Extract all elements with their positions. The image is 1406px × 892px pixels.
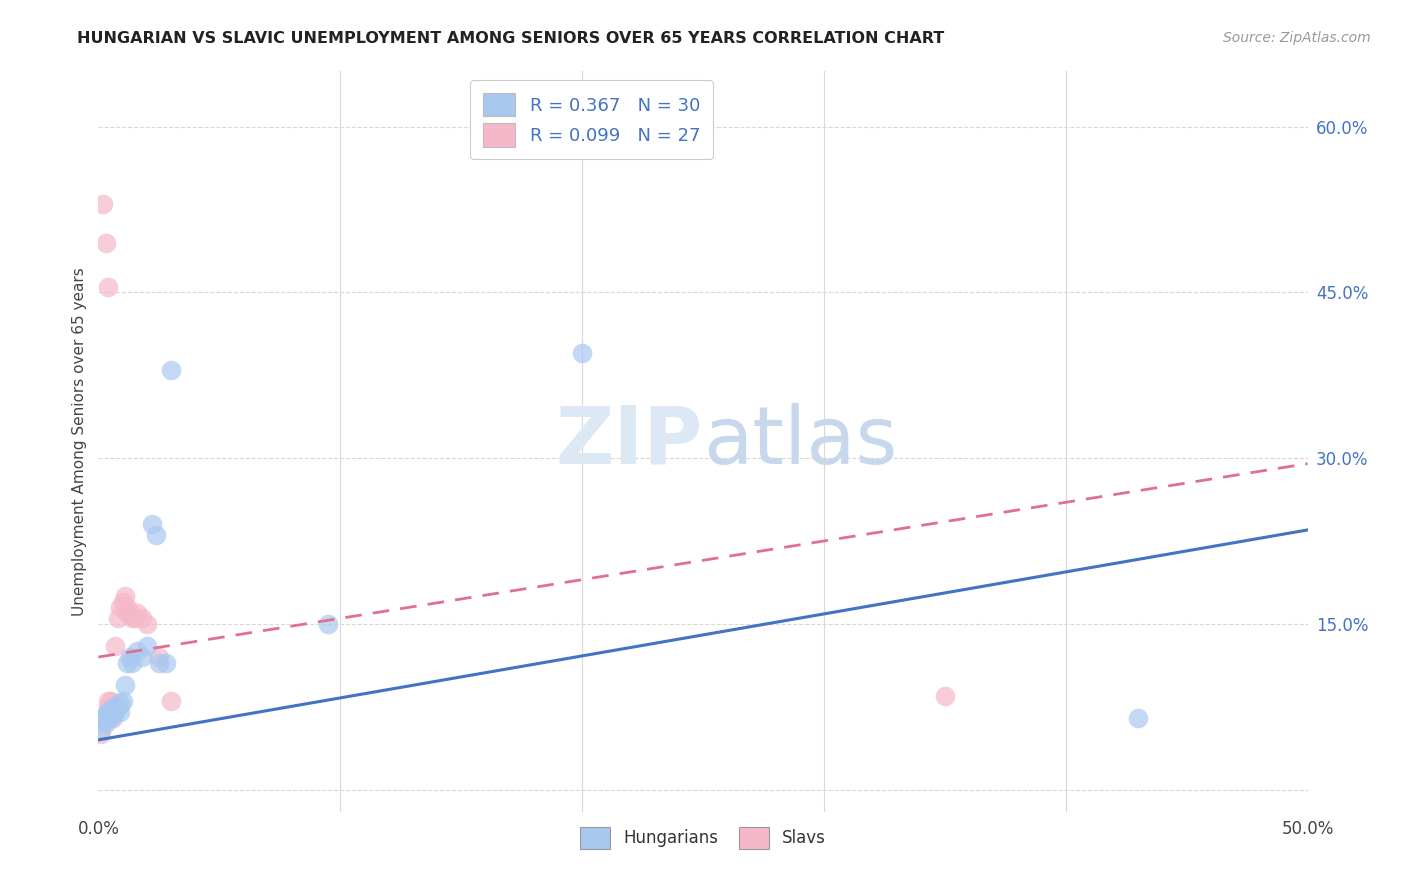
Point [135,639,157,653]
Point [107,699,129,714]
Y-axis label: Unemployment Among Seniors over 65 years: Unemployment Among Seniors over 65 years [72,268,87,615]
Point [100,703,122,717]
Point [104,639,127,653]
Point [101,699,124,714]
Point [114,589,136,603]
Point [108,697,131,711]
Point [100,706,122,720]
Point [101,711,124,725]
Point [94,707,117,722]
Point [131,611,153,625]
Point [1128,711,1150,725]
Point [114,678,136,692]
Point [97,711,120,725]
Point [121,656,143,670]
Point [104,706,127,720]
Point [117,606,139,620]
Point [111,595,134,609]
Point [91,711,114,725]
Text: atlas: atlas [703,402,897,481]
Point [111,694,134,708]
Point [117,656,139,670]
Point [101,707,124,722]
Point [108,600,131,615]
Point [155,656,177,670]
Point [316,616,339,631]
Point [160,362,183,376]
Point [94,711,117,725]
Point [97,699,120,714]
Point [121,611,143,625]
Point [107,611,129,625]
Point [145,528,167,542]
Text: HUNGARIAN VS SLAVIC UNEMPLOYMENT AMONG SENIORS OVER 65 YEARS CORRELATION CHART: HUNGARIAN VS SLAVIC UNEMPLOYMENT AMONG S… [77,31,945,46]
Point [100,694,122,708]
Point [148,650,170,665]
Point [118,650,141,665]
Point [90,722,112,736]
Point [118,606,141,620]
Point [127,644,149,658]
Point [127,606,149,620]
Point [131,650,153,665]
Point [91,714,114,728]
Point [141,517,163,532]
Point [91,197,114,211]
Point [97,706,120,720]
Point [117,600,139,615]
Legend: Hungarians, Slavs: Hungarians, Slavs [574,821,832,855]
Point [571,346,593,360]
Point [148,656,170,670]
Point [94,716,117,731]
Point [934,689,956,703]
Point [94,235,117,250]
Point [124,611,146,625]
Text: Source: ZipAtlas.com: Source: ZipAtlas.com [1223,31,1371,45]
Point [97,280,120,294]
Point [108,706,131,720]
Point [135,616,157,631]
Point [90,727,112,741]
Point [160,694,183,708]
Point [100,711,122,725]
Point [97,694,120,708]
Text: ZIP: ZIP [555,402,703,481]
